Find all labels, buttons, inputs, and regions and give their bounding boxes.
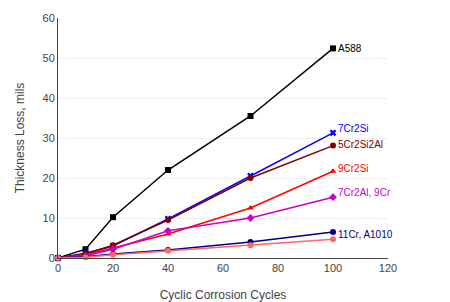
svg-text:100: 100 — [324, 262, 342, 274]
svg-text:0: 0 — [49, 252, 55, 264]
svg-text:5Cr2Si2Al: 5Cr2Si2Al — [338, 139, 383, 150]
svg-text:7Cr2Si: 7Cr2Si — [338, 123, 369, 134]
svg-text:0: 0 — [55, 262, 61, 274]
svg-text:9Cr2Si: 9Cr2Si — [338, 163, 369, 174]
svg-text:11Cr, A1010: 11Cr, A1010 — [338, 229, 393, 240]
svg-text:80: 80 — [272, 262, 284, 274]
svg-text:30: 30 — [43, 132, 55, 144]
svg-text:60: 60 — [43, 12, 55, 24]
svg-text:120: 120 — [379, 262, 397, 274]
svg-text:20: 20 — [43, 172, 55, 184]
svg-text:10: 10 — [43, 212, 55, 224]
svg-text:7Cr2Al, 9Cr: 7Cr2Al, 9Cr — [338, 187, 391, 198]
svg-text:40: 40 — [162, 262, 174, 274]
svg-text:50: 50 — [43, 52, 55, 64]
svg-text:Thickness Loss, mils: Thickness Loss, mils — [13, 83, 27, 194]
svg-text:60: 60 — [217, 262, 229, 274]
svg-text:A588: A588 — [338, 43, 362, 54]
svg-text:Cyclic Corrosion Cycles: Cyclic Corrosion Cycles — [160, 288, 287, 302]
svg-text:20: 20 — [107, 262, 119, 274]
svg-text:40: 40 — [43, 92, 55, 104]
